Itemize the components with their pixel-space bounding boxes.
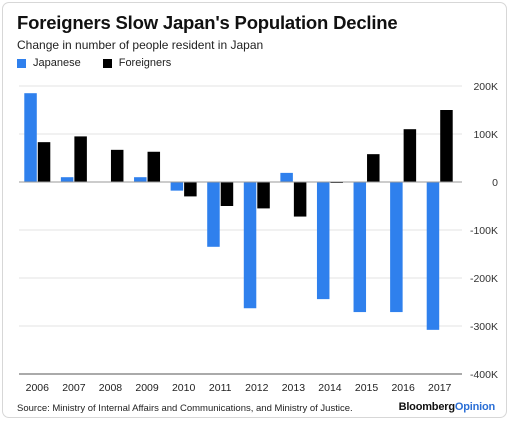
bar-japanese	[134, 177, 147, 182]
bar-foreigners	[37, 142, 51, 182]
bar-foreigners	[110, 149, 124, 182]
legend-label-japanese: Japanese	[33, 57, 81, 69]
bar-japanese	[207, 182, 220, 247]
legend-swatch-foreigners	[102, 58, 112, 68]
x-tick-label: 2007	[62, 382, 86, 394]
bar-japanese	[390, 182, 403, 313]
bar-japanese	[243, 182, 257, 309]
x-tick-label: 2006	[26, 382, 50, 394]
bar-foreigners	[293, 182, 307, 217]
bar-foreigners	[220, 182, 234, 206]
legend-swatch-japanese	[17, 58, 26, 68]
bar-foreigners	[403, 129, 417, 182]
brand-part-1: Bloomberg	[398, 401, 455, 413]
legend-label-foreigners: Foreigners	[118, 57, 172, 69]
bar-foreigners	[367, 154, 380, 182]
x-tick-label: 2010	[172, 382, 196, 394]
y-tick-label: 200K	[473, 81, 498, 93]
chart-subtitle: Change in number of people resident in J…	[17, 38, 264, 52]
bar-foreigners	[74, 136, 87, 182]
y-tick-label: -200K	[470, 273, 498, 285]
bar-foreigners	[184, 182, 197, 197]
x-tick-label: 2011	[209, 382, 232, 394]
bar-japanese	[170, 182, 184, 191]
x-tick-label: 2016	[391, 382, 415, 394]
y-tick-label: -300K	[470, 321, 498, 333]
legend-item-japanese: Japanese	[17, 57, 81, 69]
bar-japanese	[24, 93, 37, 182]
x-tick-label: 2017	[428, 382, 452, 394]
bar-japanese	[426, 182, 440, 330]
bar-foreigners	[257, 182, 270, 209]
x-tick-label: 2014	[318, 382, 342, 394]
y-tick-label: 100K	[473, 129, 498, 141]
chart-title: Foreigners Slow Japan's Population Decli…	[17, 12, 398, 33]
brand-part-2: Opinion	[454, 401, 495, 413]
x-tick-label: 2008	[99, 382, 123, 394]
bar-japanese	[60, 177, 74, 182]
bar-japanese	[280, 172, 293, 182]
bar-japanese	[353, 182, 367, 313]
bar-foreigners	[147, 151, 161, 182]
y-tick-label: 0	[492, 177, 498, 189]
source-note: Source: Ministry of Internal Affairs and…	[17, 403, 353, 414]
y-tick-label: -100K	[470, 225, 498, 237]
legend-item-foreigners: Foreigners	[102, 57, 172, 69]
x-tick-label: 2012	[245, 382, 269, 394]
x-tick-label: 2009	[135, 382, 159, 394]
bar-japanese	[316, 182, 330, 300]
y-tick-label: -400K	[470, 369, 498, 381]
x-tick-label: 2013	[282, 382, 306, 394]
bar-foreigners	[440, 110, 453, 182]
x-tick-label: 2015	[355, 382, 379, 394]
legend: Japanese Foreigners	[17, 57, 193, 69]
bloomberg-opinion-logo: BloombergOpinion	[398, 401, 496, 413]
